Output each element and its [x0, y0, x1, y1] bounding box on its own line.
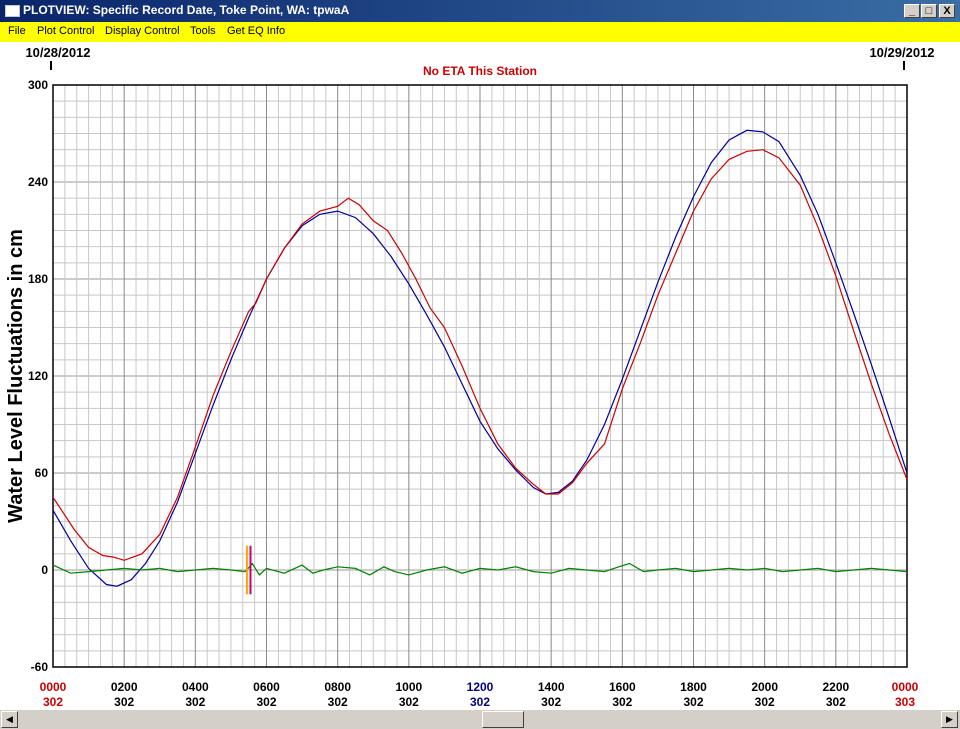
x-tick-day: 302: [470, 695, 490, 709]
x-tick-time: 0600: [253, 680, 280, 694]
menu-display-control[interactable]: Display Control: [105, 25, 180, 37]
x-tick-day: 302: [826, 695, 846, 709]
x-tick-day: 302: [328, 695, 348, 709]
scroll-left-arrow-icon[interactable]: ◀: [1, 711, 18, 728]
x-tick-time: 0000: [892, 680, 919, 694]
menu-get-eq-info[interactable]: Get EQ Info: [227, 25, 286, 37]
close-button[interactable]: X: [939, 4, 955, 18]
x-tick-day: 302: [612, 695, 632, 709]
y-tick-label: -60: [31, 660, 49, 674]
x-tick-time: 1800: [680, 680, 707, 694]
x-tick-day: 302: [256, 695, 276, 709]
x-tick-time: 1000: [395, 680, 422, 694]
x-tick-day: 302: [683, 695, 703, 709]
maximize-button[interactable]: □: [921, 4, 937, 18]
window-title: PLOTVIEW: Specific Record Date, Toke Poi…: [23, 3, 350, 17]
menu-bar: File Plot Control Display Control Tools …: [0, 22, 960, 42]
date-right-label: 10/29/2012: [869, 45, 934, 60]
horizontal-scrollbar[interactable]: ◀ ▶: [0, 710, 960, 729]
series-line-3: [52, 562, 908, 576]
app-icon: [5, 5, 20, 17]
series-line-2: [52, 149, 908, 561]
menu-plot-control[interactable]: Plot Control: [37, 25, 95, 37]
x-tick-time: 2200: [822, 680, 849, 694]
x-tick-day: 302: [399, 695, 419, 709]
x-tick-day: 303: [895, 695, 915, 709]
scroll-thumb[interactable]: [482, 711, 524, 728]
date-left-label: 10/28/2012: [25, 45, 90, 60]
x-tick-day: 302: [755, 695, 775, 709]
menu-file[interactable]: File: [8, 25, 26, 37]
y-tick-label: 240: [28, 175, 48, 189]
menu-tools[interactable]: Tools: [190, 25, 216, 37]
x-tick-time: 1400: [538, 680, 565, 694]
x-tick-time: 1600: [609, 680, 636, 694]
x-tick-time: 0000: [40, 680, 67, 694]
x-tick-time: 1200: [467, 680, 494, 694]
y-tick-label: 300: [28, 78, 48, 92]
x-tick-day: 302: [43, 695, 63, 709]
y-tick-label: 180: [28, 272, 48, 286]
x-tick-day: 302: [541, 695, 561, 709]
plot-frame: [52, 84, 908, 668]
x-tick-time: 0800: [324, 680, 351, 694]
y-tick-label: 60: [35, 466, 49, 480]
x-tick-day: 302: [185, 695, 205, 709]
y-tick-label: 120: [28, 369, 48, 383]
x-tick-time: 2000: [751, 680, 778, 694]
y-tick-label: 0: [41, 563, 48, 577]
title-bar: PLOTVIEW: Specific Record Date, Toke Poi…: [0, 0, 960, 22]
x-tick-day: 302: [114, 695, 134, 709]
y-axis-label: Water Level Fluctuations in cm: [5, 229, 27, 523]
scroll-right-arrow-icon[interactable]: ▶: [941, 711, 958, 728]
chart-title: No ETA This Station: [423, 64, 537, 78]
minimize-button[interactable]: _: [904, 4, 920, 18]
x-tick-time: 0200: [111, 680, 138, 694]
series-line-1: [52, 129, 908, 587]
x-tick-time: 0400: [182, 680, 209, 694]
